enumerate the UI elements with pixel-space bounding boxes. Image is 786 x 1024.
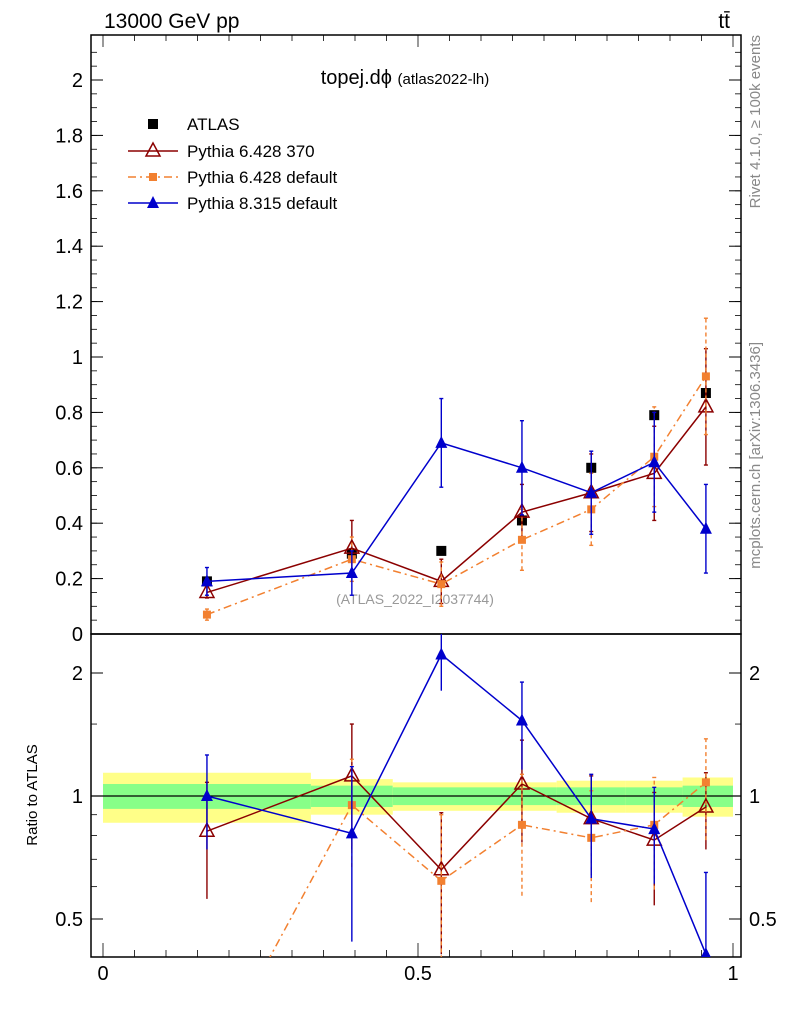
ratio-point bbox=[435, 647, 448, 660]
main-series-1 bbox=[198, 347, 715, 605]
main-point bbox=[513, 502, 531, 518]
main-point bbox=[202, 610, 211, 619]
main-ytick-label: 0 bbox=[72, 624, 83, 646]
main-ytick-label: 2 bbox=[72, 70, 83, 92]
header-final-state: tt̄ bbox=[718, 10, 730, 33]
main-ytick-label: 1 bbox=[72, 347, 83, 369]
xtick-label: 0 bbox=[97, 963, 108, 985]
ratio-point bbox=[515, 713, 528, 726]
xtick-label: 1 bbox=[727, 963, 738, 985]
main-series-2 bbox=[202, 317, 710, 621]
ratio-ytick-label-right: 1 bbox=[749, 786, 760, 808]
ratio-ytick-label-right: 2 bbox=[749, 663, 760, 685]
legend-label: Pythia 8.315 default bbox=[187, 194, 338, 213]
ratio-ytick-label-right: 0.5 bbox=[749, 909, 777, 931]
ratio-point bbox=[437, 876, 446, 885]
ratio-series-0 bbox=[198, 723, 715, 955]
plot-title-sub: (atlas2022-lh) bbox=[398, 71, 490, 88]
main-ytick-label: 1.4 bbox=[55, 236, 83, 258]
main-point bbox=[699, 521, 712, 534]
main-point bbox=[198, 582, 216, 599]
main-point bbox=[200, 574, 213, 587]
main-panel: 0 0.2 0.4 0.6 0.8 1 1.2 1.4 1.6 1.8 2 bbox=[55, 34, 742, 646]
main-point bbox=[585, 485, 598, 498]
main-series-line bbox=[206, 406, 707, 594]
main-point bbox=[701, 372, 710, 381]
main-series-line bbox=[206, 375, 707, 616]
main-point bbox=[435, 435, 448, 448]
legend-marker bbox=[144, 141, 162, 157]
main-ytick-label: 0.4 bbox=[55, 513, 83, 535]
ratio-ytick-label: 0.5 bbox=[55, 909, 83, 931]
xtick-label: 0.5 bbox=[404, 963, 432, 985]
main-ytick-label: 1.2 bbox=[55, 292, 83, 314]
ratio-point bbox=[701, 778, 710, 787]
legend: ATLAS Pythia 6.428 370 Pythia 6.428 defaul… bbox=[128, 115, 338, 213]
main-ytick-label: 0.8 bbox=[55, 402, 83, 424]
main-series-3 bbox=[200, 397, 712, 596]
ratio-point bbox=[701, 947, 711, 957]
legend-label: ATLAS bbox=[187, 115, 240, 134]
legend-label: Pythia 6.428 default bbox=[187, 168, 338, 187]
main-point bbox=[648, 455, 661, 468]
main-series-line bbox=[206, 441, 707, 583]
legend-marker bbox=[147, 196, 159, 208]
ratio-series-2 bbox=[200, 634, 711, 957]
ratio-point bbox=[517, 820, 526, 829]
ratio-ytick-label: 2 bbox=[72, 663, 83, 685]
side-label-rivet: Rivet 4.1.0, ≥ 100k events bbox=[747, 35, 764, 208]
legend-marker bbox=[149, 173, 157, 181]
ratio-point bbox=[648, 822, 661, 835]
side-label-mcplots: mcplots.cern.ch [arXiv:1306.3436] bbox=[747, 342, 764, 569]
ratio-panel: 0.5 1 2 0.5 1 2 0 0.5 1 bbox=[55, 633, 777, 985]
plot-title-main: topej.dϕ bbox=[321, 67, 392, 89]
legend-label: Pythia 6.428 370 bbox=[187, 142, 315, 161]
main-ytick-label: 0.6 bbox=[55, 458, 83, 480]
ratio-point bbox=[200, 789, 213, 801]
main-point bbox=[517, 535, 526, 544]
main-point bbox=[515, 460, 528, 473]
plot-title: topej.dϕ (atlas2022-lh) bbox=[321, 67, 490, 89]
ratio-ytick-label: 1 bbox=[72, 786, 83, 808]
main-ytick-label: 1.8 bbox=[55, 125, 83, 147]
main-ytick-label: 1.6 bbox=[55, 181, 83, 203]
ratio-series-line bbox=[269, 781, 707, 957]
ratio-ylabel: Ratio to ATLAS bbox=[24, 744, 41, 845]
main-point bbox=[345, 566, 358, 579]
main-ytick-label: 0.2 bbox=[55, 569, 83, 591]
main-series-0 bbox=[201, 388, 711, 587]
ratio-point bbox=[585, 811, 598, 824]
legend-marker bbox=[148, 119, 158, 129]
main-point bbox=[437, 580, 446, 589]
header-process: 13000 GeV pp bbox=[104, 10, 239, 33]
ratio-point bbox=[345, 826, 358, 839]
analysis-watermark: (ATLAS_2022_I2037744) bbox=[336, 591, 494, 607]
main-point bbox=[436, 545, 447, 556]
